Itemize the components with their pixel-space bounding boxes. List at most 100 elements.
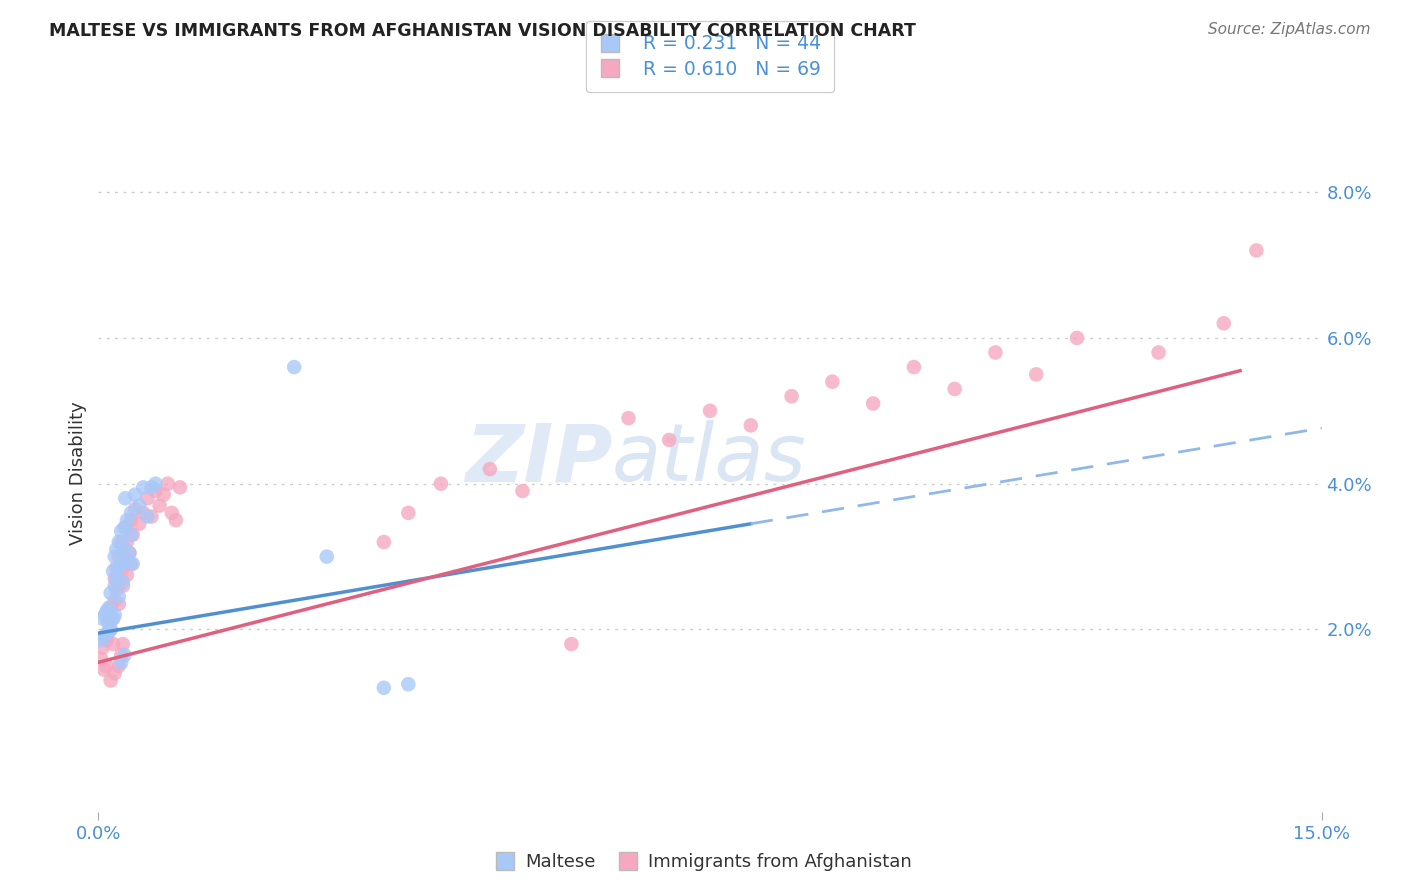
Point bbox=[90, 633, 112, 648]
Point bbox=[1066, 331, 1088, 345]
Point bbox=[93, 663, 115, 677]
Point bbox=[97, 615, 120, 630]
Point bbox=[94, 630, 117, 644]
Point bbox=[90, 651, 112, 665]
Point bbox=[91, 640, 114, 655]
Point bbox=[100, 623, 122, 637]
Point bbox=[101, 611, 124, 625]
Point bbox=[101, 564, 124, 578]
Point bbox=[104, 666, 127, 681]
Point bbox=[903, 360, 925, 375]
Point bbox=[120, 506, 142, 520]
Point bbox=[94, 607, 117, 622]
Point bbox=[98, 600, 121, 615]
Point bbox=[1147, 345, 1170, 359]
Point bbox=[512, 483, 534, 498]
Legend:   R = 0.231   N = 44,   R = 0.610   N = 69: R = 0.231 N = 44, R = 0.610 N = 69 bbox=[586, 21, 834, 92]
Point bbox=[105, 560, 128, 574]
Point bbox=[121, 527, 143, 541]
Point bbox=[121, 557, 143, 571]
Point bbox=[396, 506, 419, 520]
Point bbox=[110, 655, 132, 669]
Point bbox=[108, 560, 131, 574]
Point bbox=[96, 604, 118, 618]
Point bbox=[110, 524, 132, 538]
Point bbox=[124, 488, 146, 502]
Point bbox=[108, 590, 131, 604]
Point bbox=[114, 520, 136, 534]
Point bbox=[169, 480, 191, 494]
Point bbox=[141, 480, 163, 494]
Point bbox=[104, 579, 127, 593]
Point bbox=[478, 462, 501, 476]
Point bbox=[1246, 244, 1268, 258]
Point bbox=[96, 626, 118, 640]
Point bbox=[862, 396, 884, 410]
Point bbox=[1212, 316, 1234, 330]
Point bbox=[115, 535, 138, 549]
Point bbox=[128, 516, 150, 531]
Point bbox=[105, 571, 128, 585]
Text: atlas: atlas bbox=[612, 420, 807, 499]
Point bbox=[136, 491, 159, 506]
Point bbox=[111, 579, 134, 593]
Point bbox=[96, 659, 118, 673]
Point bbox=[145, 476, 167, 491]
Point bbox=[105, 542, 128, 557]
Point bbox=[110, 648, 132, 662]
Point bbox=[373, 535, 395, 549]
Point bbox=[104, 607, 127, 622]
Point bbox=[100, 623, 122, 637]
Point bbox=[108, 549, 131, 564]
Point bbox=[110, 564, 132, 578]
Point bbox=[118, 546, 141, 560]
Point bbox=[96, 633, 118, 648]
Point bbox=[141, 509, 163, 524]
Point bbox=[118, 546, 141, 560]
Point bbox=[101, 637, 124, 651]
Point bbox=[120, 527, 142, 541]
Point bbox=[120, 557, 142, 571]
Point bbox=[430, 476, 453, 491]
Point bbox=[104, 571, 127, 585]
Point bbox=[111, 539, 134, 553]
Point bbox=[120, 513, 142, 527]
Point bbox=[124, 502, 146, 516]
Point bbox=[396, 677, 419, 691]
Point bbox=[145, 483, 167, 498]
Point bbox=[1025, 368, 1047, 382]
Point bbox=[156, 476, 179, 491]
Point bbox=[114, 520, 136, 534]
Point bbox=[617, 411, 640, 425]
Point bbox=[560, 637, 582, 651]
Point bbox=[160, 506, 183, 520]
Point bbox=[101, 611, 124, 625]
Point bbox=[107, 579, 129, 593]
Point bbox=[699, 404, 721, 418]
Point bbox=[111, 575, 134, 590]
Y-axis label: Vision Disability: Vision Disability bbox=[69, 401, 87, 545]
Point bbox=[104, 549, 127, 564]
Text: Source: ZipAtlas.com: Source: ZipAtlas.com bbox=[1208, 22, 1371, 37]
Point bbox=[283, 360, 305, 375]
Point bbox=[152, 488, 174, 502]
Point bbox=[114, 648, 136, 662]
Point bbox=[110, 535, 132, 549]
Point bbox=[165, 513, 187, 527]
Point bbox=[315, 549, 337, 564]
Point bbox=[149, 499, 172, 513]
Point bbox=[658, 433, 681, 447]
Point bbox=[100, 600, 122, 615]
Text: ZIP: ZIP bbox=[465, 420, 612, 499]
Point bbox=[104, 593, 127, 607]
Point bbox=[821, 375, 844, 389]
Point bbox=[943, 382, 966, 396]
Point bbox=[115, 513, 138, 527]
Point bbox=[373, 681, 395, 695]
Point bbox=[98, 615, 121, 630]
Text: MALTESE VS IMMIGRANTS FROM AFGHANISTAN VISION DISABILITY CORRELATION CHART: MALTESE VS IMMIGRANTS FROM AFGHANISTAN V… bbox=[49, 22, 917, 40]
Point bbox=[97, 626, 120, 640]
Point bbox=[93, 630, 115, 644]
Point bbox=[105, 582, 128, 597]
Point bbox=[110, 557, 132, 571]
